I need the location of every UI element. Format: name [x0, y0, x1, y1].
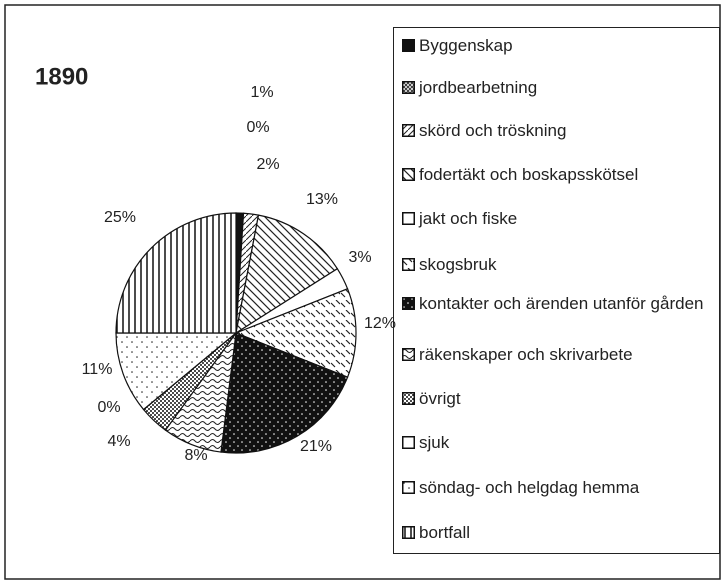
- data-label: 0%: [97, 399, 120, 416]
- legend-label: Byggenskap: [419, 36, 513, 55]
- legend-swatch: [402, 81, 415, 94]
- legend-swatch-box: [402, 481, 415, 494]
- legend-swatch: [402, 392, 415, 405]
- data-label: 11%: [82, 361, 113, 378]
- legend-entry: räkenskaper och skrivarbete: [402, 345, 718, 364]
- legend-swatch-box: [402, 39, 415, 52]
- legend-entry: övrigt: [402, 389, 718, 408]
- legend-entry: skogsbruk: [402, 255, 718, 274]
- legend-entry: bortfall: [402, 523, 718, 542]
- legend-label: kontakter och ärenden utanför gården: [419, 294, 704, 313]
- legend-label: skörd och tröskning: [419, 121, 567, 140]
- legend-label: räkenskaper och skrivarbete: [419, 345, 633, 364]
- legend-swatch: [402, 526, 415, 539]
- data-label: 21%: [300, 438, 332, 455]
- legend-entry: sjuk: [402, 433, 718, 452]
- legend-label: jordbearbetning: [419, 78, 538, 97]
- legend-entry: söndag- och helgdag hemma: [402, 478, 718, 497]
- legend-label: jakt och fiske: [419, 209, 518, 228]
- pie-slice: [115, 332, 238, 411]
- frame: [4, 4, 721, 580]
- legend-label: skogsbruk: [419, 255, 497, 274]
- legend-swatch: [402, 436, 415, 449]
- legend-entry: jordbearbetning: [402, 78, 718, 97]
- data-label: 12%: [364, 315, 396, 332]
- legend-entry: Byggenskap: [402, 36, 718, 55]
- legend-swatch-box: [402, 258, 415, 271]
- legend: Byggenskap jordbearbetning skörd och trösk…: [393, 27, 720, 554]
- legend-swatch-box: [402, 168, 415, 181]
- legend-swatch: [402, 258, 415, 271]
- legend-swatch: [402, 481, 415, 494]
- data-label: 1%: [250, 84, 273, 101]
- legend-label: fodertäkt och boskapsskötsel: [419, 165, 639, 184]
- legend-swatch-box: [402, 297, 415, 310]
- pie-slice: [234, 288, 357, 378]
- legend-swatch: [402, 212, 415, 225]
- legend-entry: skörd och tröskning: [402, 121, 718, 140]
- legend-swatch-box: [402, 526, 415, 539]
- pie-slice: [115, 212, 237, 334]
- legend-label: bortfall: [419, 523, 471, 542]
- legend-label: söndag- och helgdag hemma: [419, 478, 640, 497]
- legend-swatch: [402, 348, 415, 361]
- legend-swatch-box: [402, 436, 415, 449]
- data-label: 2%: [256, 156, 279, 173]
- legend-entry: kontakter och ärenden utanför gården: [402, 294, 718, 313]
- legend-label: sjuk: [419, 433, 450, 452]
- legend-swatch: [402, 124, 415, 137]
- legend-label: övrigt: [419, 389, 461, 408]
- legend-entry: fodertäkt och boskapsskötsel: [402, 165, 718, 184]
- pie-slice: [220, 332, 349, 454]
- data-label: 4%: [107, 433, 130, 450]
- legend-swatch-box: [402, 212, 415, 225]
- data-label: 25%: [104, 209, 136, 226]
- legend-swatch-box: [402, 392, 415, 405]
- legend-swatch: [402, 39, 415, 52]
- data-label: 8%: [184, 447, 207, 464]
- legend-swatch-box: [402, 81, 415, 94]
- pie-slice: [235, 214, 339, 335]
- legend-swatch-box: [402, 124, 415, 137]
- chart-title: 1890: [35, 63, 88, 90]
- legend-swatch: [402, 297, 415, 310]
- data-label: 3%: [348, 249, 371, 266]
- legend-swatch: [402, 168, 415, 181]
- legend-swatch-box: [402, 348, 415, 361]
- data-label: 0%: [246, 119, 269, 136]
- legend-entry: jakt och fiske: [402, 209, 718, 228]
- data-label: 13%: [306, 191, 338, 208]
